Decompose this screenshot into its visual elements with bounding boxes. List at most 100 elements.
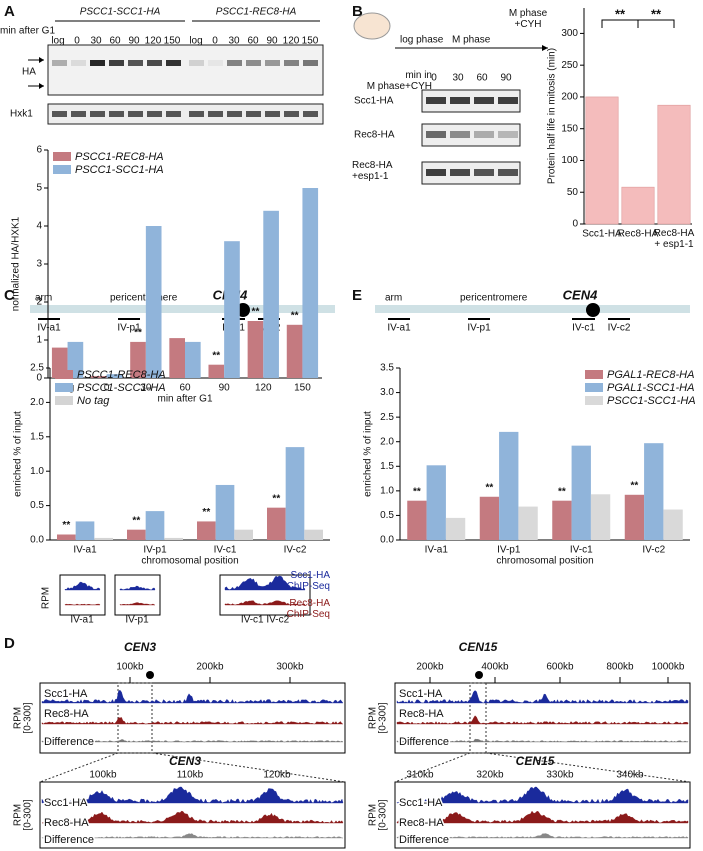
- y-axis-label: Protein half life in mitosis (min): [547, 48, 558, 184]
- blot-rec8: [421, 123, 521, 147]
- blot-band: [90, 111, 105, 117]
- bar: [127, 529, 146, 540]
- blot-band: [52, 111, 67, 117]
- kb-label: 320kb: [476, 770, 504, 781]
- bar: [145, 226, 162, 378]
- lane-label: 150: [164, 36, 181, 47]
- lane-label: 0: [212, 36, 218, 47]
- x-tick-label: 0: [104, 383, 110, 394]
- blot-band: [265, 60, 280, 66]
- site-label: IV-p1: [467, 323, 491, 334]
- y-tick-label: 5: [36, 183, 42, 194]
- blot-band: [147, 60, 162, 66]
- blot-band: [498, 131, 518, 138]
- track-label: Difference: [44, 834, 94, 846]
- zoom-box: [39, 781, 346, 849]
- x-tick-label: IV-c1: [570, 545, 593, 556]
- blot-band: [128, 111, 143, 117]
- blot-band: [450, 97, 470, 104]
- x-tick-label: 150: [294, 383, 311, 394]
- bar: [215, 484, 235, 540]
- bar: [145, 511, 165, 540]
- site-label: IV-p1: [125, 615, 149, 626]
- blot-band: [284, 111, 299, 117]
- track-label: Difference: [399, 834, 449, 846]
- x-tick-label: IV-c2: [284, 545, 307, 556]
- bar: [197, 521, 216, 540]
- x-tick-label: IV-p1: [497, 545, 521, 556]
- bar: [663, 509, 683, 540]
- kb-label: 1000kb: [652, 662, 685, 673]
- y-tick-label: 4: [36, 221, 42, 232]
- blot-band: [426, 131, 446, 138]
- axis-label: RPM: [41, 587, 52, 609]
- x-tick-label: Rec8-HA + esp1-1: [653, 228, 695, 250]
- y-axis-label: normalized HA/HXK1: [11, 216, 22, 311]
- y-tick-label: 100: [561, 155, 578, 166]
- legend-swatch: [585, 396, 603, 405]
- bar: [499, 431, 519, 540]
- site-label: IV-a1: [37, 323, 61, 334]
- time-label: min in M phase+CYH: [366, 70, 432, 92]
- step-label: log phase: [400, 35, 444, 46]
- bar: [407, 500, 427, 540]
- inset-box: [114, 574, 161, 616]
- annotation: **: [202, 507, 210, 518]
- annotation: **: [134, 328, 142, 339]
- axis-label: RPM: [368, 707, 379, 729]
- coverage-track: [396, 786, 689, 804]
- site-label: IV-a1: [70, 615, 94, 626]
- bar: [518, 506, 538, 540]
- axis-label: [0-300]: [378, 702, 389, 733]
- lane-label: 90: [500, 73, 512, 84]
- x-tick-label: IV-a1: [73, 545, 97, 556]
- y-tick-label: 2.5: [30, 363, 44, 374]
- y-axis-label: enriched % of input: [13, 411, 24, 497]
- y-tick-label: 0.5: [30, 500, 44, 511]
- blot-band: [474, 97, 494, 104]
- y-tick-label: 1: [36, 335, 42, 346]
- legend-label: PSCC1-SCC1-HA: [77, 382, 166, 394]
- bar: [169, 338, 185, 378]
- x-axis-label: min after G1: [157, 394, 212, 405]
- annotation: **: [212, 350, 220, 361]
- bar: [304, 529, 323, 540]
- bar: [657, 104, 691, 225]
- bar: [552, 500, 572, 540]
- bar: [208, 364, 225, 378]
- annotation: **: [631, 480, 639, 491]
- coverage-track: [41, 717, 344, 725]
- blot-band: [284, 60, 299, 66]
- x-tick-label: 30: [140, 383, 152, 394]
- yeast-cell: [353, 12, 391, 40]
- zoom-line: [394, 752, 471, 783]
- centromere: [475, 671, 483, 679]
- lane-label: 60: [109, 36, 121, 47]
- y-tick-label: 1.0: [380, 485, 394, 496]
- bar: [224, 241, 240, 378]
- inset-box: [219, 574, 311, 616]
- panel-label: A: [4, 3, 15, 20]
- y-tick-label: 50: [567, 187, 579, 198]
- coverage-track: [396, 738, 689, 743]
- track-label: Rec8-HA ChIP-Seq: [286, 598, 330, 620]
- group-label: PSCC1-SCC1-HA: [80, 7, 161, 18]
- chromosome: [375, 305, 690, 313]
- coverage-track: [396, 690, 689, 704]
- kb-label: 200kb: [416, 662, 444, 673]
- y-tick-label: 200: [561, 92, 578, 103]
- y-tick-label: 0.0: [30, 535, 44, 546]
- annotation: **: [62, 520, 70, 531]
- region-label: arm: [35, 293, 52, 304]
- zoom-region: [469, 682, 487, 754]
- annotation: **: [252, 307, 260, 318]
- bar: [75, 521, 95, 540]
- blot-band: [90, 60, 105, 66]
- blot-band: [474, 169, 494, 176]
- annotation: **: [615, 6, 626, 21]
- kb-label: 100kb: [116, 662, 144, 673]
- track-label: Rec8-HA: [399, 817, 444, 829]
- row-label-box: Rec8-HA +esp1-1: [352, 160, 393, 182]
- lane-label: 60: [476, 73, 488, 84]
- y-tick-label: 1.5: [30, 431, 44, 442]
